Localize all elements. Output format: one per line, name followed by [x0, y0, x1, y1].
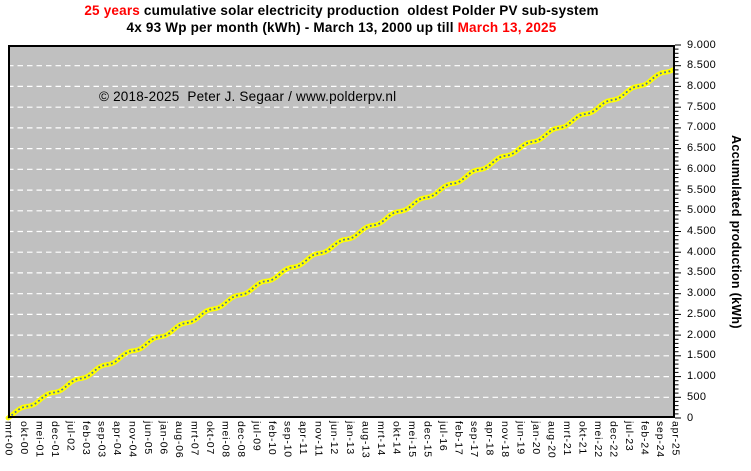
- plot-area: [5, 45, 676, 421]
- y-tick-label: 500: [687, 390, 707, 403]
- x-tick-label: mei-15: [405, 421, 418, 458]
- y-tick-label: 7.000: [687, 121, 717, 134]
- x-tick-label: jul-16: [436, 421, 449, 452]
- x-tick-label: sep-17: [467, 421, 480, 458]
- chart-title-line1: 25 years cumulative solar electricity pr…: [8, 3, 675, 18]
- x-tick-label: okt-00: [18, 421, 30, 455]
- x-tick-label: feb-10: [266, 421, 279, 456]
- y-tick-label: 6.000: [687, 162, 717, 175]
- title-years-highlight: 25 years: [84, 3, 140, 18]
- y-tick-label: 4.500: [687, 225, 717, 237]
- x-tick-label: dec-08: [235, 421, 248, 458]
- copyright-watermark: © 2018-2025 Peter J. Segaar / www.polder…: [99, 89, 397, 104]
- y-tick-label: 5.000: [687, 204, 717, 217]
- x-tick-label: aug-20: [545, 421, 558, 459]
- x-tick-label: nov-04: [126, 421, 139, 458]
- x-tick-label: apr-04: [111, 421, 124, 457]
- x-tick-label: sep-10: [281, 421, 294, 458]
- x-tick-label: okt-07: [204, 421, 217, 455]
- x-tick-label: mei-08: [219, 421, 232, 458]
- x-tick-label: jul-02: [64, 421, 77, 452]
- x-tick-label: mrt-14: [374, 421, 387, 457]
- y-tick-label: 8.000: [687, 79, 717, 92]
- y-tick-label: 6.500: [687, 142, 717, 155]
- y-axis-title: Accumulated production (kWh): [729, 134, 743, 329]
- x-tick-label: mrt-00: [2, 421, 15, 457]
- x-tick-label: sep-24: [654, 421, 666, 458]
- x-tick-label: jun-05: [142, 421, 155, 455]
- y-tick-label: 7.500: [687, 100, 717, 113]
- x-tick-label: jul-23: [623, 421, 635, 452]
- title-line2-text: 4x 93 Wp per month (kWh) - March 13, 200…: [126, 20, 458, 35]
- y-tick-label: 4.000: [687, 245, 717, 258]
- chart-canvas: [5, 45, 676, 421]
- x-tick-label: jul-09: [250, 421, 263, 452]
- y-tick-label: 0: [687, 411, 694, 424]
- x-tick-label: apr-18: [483, 421, 496, 457]
- y-tick-label: 1.000: [687, 370, 717, 383]
- y-tick-label: 2.500: [687, 307, 717, 320]
- y-tick-label: 1.500: [687, 349, 717, 362]
- x-tick-label: jan-20: [529, 421, 542, 455]
- x-tick-label: jun-19: [514, 421, 527, 455]
- y-tick-label: 9.000: [687, 38, 717, 51]
- chart-title-line2: 4x 93 Wp per month (kWh) - March 13, 200…: [8, 20, 675, 35]
- y-tick-label: 3.500: [687, 266, 717, 279]
- y-tick-label: 2.000: [687, 328, 717, 341]
- x-tick-label: dec-15: [421, 421, 434, 458]
- x-tick-label: apr-25: [669, 421, 682, 457]
- x-tick-label: dec-22: [607, 421, 620, 458]
- title-line1-text: cumulative solar electricity production …: [139, 3, 599, 18]
- x-tick-label: jan-06: [157, 421, 170, 455]
- x-tick-label: okt-14: [390, 421, 403, 455]
- x-axis-labels: mrt-00 okt-00 mei-01 dec-01 jul-02 feb-03 sep-…: [3, 421, 682, 471]
- x-tick-label: sep-03: [95, 421, 108, 458]
- y-tick-label: 5.500: [687, 183, 717, 196]
- x-tick-label: okt-21: [576, 421, 589, 455]
- x-tick-label: mei-01: [33, 421, 46, 458]
- title-date-highlight: March 13, 2025: [457, 20, 557, 35]
- x-tick-label: feb-24: [638, 421, 651, 456]
- y-tick-label: 3.000: [687, 287, 717, 300]
- x-tick-label: apr-11: [297, 421, 310, 456]
- x-tick-label: mei-22: [591, 421, 604, 458]
- x-tick-label: feb-17: [452, 421, 465, 456]
- x-tick-label: mrt-21: [560, 421, 573, 457]
- y-tick-label: 8.500: [687, 59, 717, 72]
- x-tick-label: aug-13: [359, 421, 372, 459]
- x-tick-label: nov-11: [312, 421, 325, 458]
- x-tick-label: aug-06: [173, 421, 186, 459]
- x-tick-label: jan-13: [343, 421, 356, 455]
- x-tick-label: nov-18: [498, 421, 511, 458]
- x-tick-label: dec-01: [49, 421, 61, 458]
- x-tick-label: jun-12: [328, 421, 341, 455]
- x-tick-label: feb-03: [80, 421, 93, 456]
- x-tick-label: mrt-07: [188, 421, 201, 457]
- y-axis-ticks: [675, 44, 681, 419]
